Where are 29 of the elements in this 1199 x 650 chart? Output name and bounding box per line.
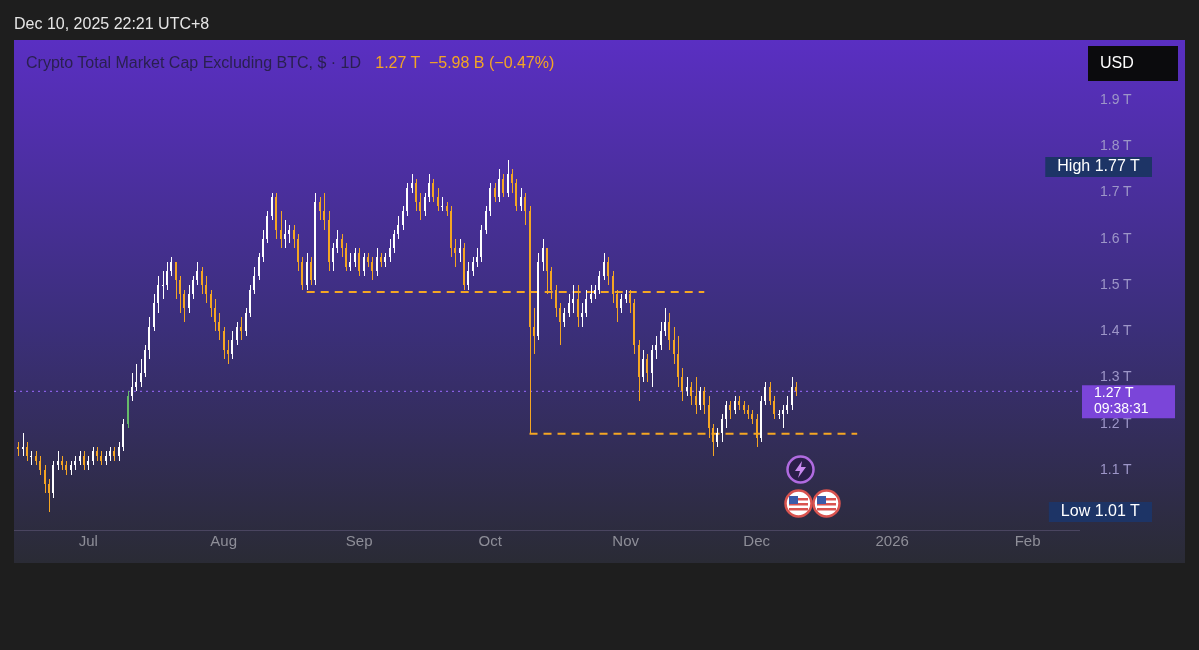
- y-tick-label: 1.9 T: [1100, 90, 1133, 107]
- annotation: High 1.77 T: [1057, 157, 1140, 175]
- x-tick-label: 2026: [875, 532, 909, 550]
- candlestick: [441, 197, 443, 211]
- x-tick-label: Jul: [78, 532, 98, 550]
- text: 1.27 T −5.98 B (−0.47%): [375, 54, 555, 72]
- y-tick-label: 1.4 T: [1100, 322, 1133, 339]
- y-tick-label: 1.8 T: [1100, 137, 1133, 154]
- candlestick: [162, 271, 164, 299]
- x-tick-label: Feb: [1014, 532, 1041, 550]
- text: USD: [1100, 54, 1134, 72]
- y-tick-label: 1.3 T: [1100, 368, 1133, 385]
- x-tick-label: Aug: [210, 532, 238, 550]
- text: Crypto Total Market Cap Excluding BTC, $ · 1D: [26, 54, 361, 72]
- text: 09:38:31: [1094, 400, 1149, 417]
- y-tick-label: 1.2 T: [1100, 414, 1133, 431]
- candlestick: [22, 433, 24, 456]
- text: Dec 10, 2025 22:21 UTC+8: [14, 15, 210, 33]
- ref-line-label: 1.27 T: [1094, 384, 1134, 401]
- y-tick-label: 1.5 T: [1100, 275, 1133, 292]
- x-tick-label: Sep: [345, 532, 373, 550]
- x-tick-label: Dec: [743, 532, 771, 550]
- y-tick-label: 1.1 T: [1100, 460, 1133, 477]
- candlestick: [30, 451, 32, 465]
- x-tick-label: Oct: [478, 532, 503, 550]
- annotation: Low 1.01 T: [1060, 502, 1140, 520]
- y-tick-label: 1.6 T: [1100, 229, 1133, 246]
- x-tick-label: Nov: [612, 532, 640, 550]
- y-tick-label: 1.7 T: [1100, 183, 1133, 200]
